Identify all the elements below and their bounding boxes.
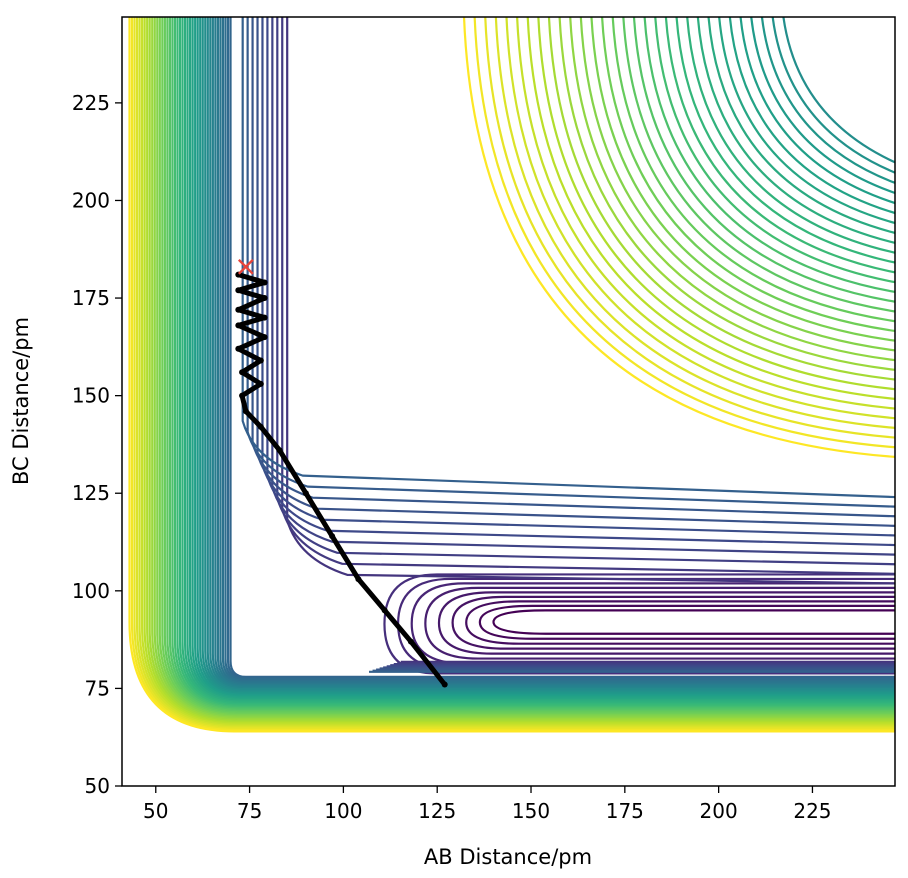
x-tick-label: 75 bbox=[237, 799, 262, 823]
x-tick-label: 100 bbox=[324, 799, 362, 823]
y-tick-label: 75 bbox=[85, 676, 110, 700]
contour-line bbox=[141, 17, 895, 726]
contour-line bbox=[128, 17, 895, 733]
trajectory-point bbox=[257, 423, 264, 430]
x-tick-label: 175 bbox=[606, 799, 644, 823]
trajectory-point bbox=[276, 447, 283, 454]
contour-line bbox=[148, 17, 895, 722]
start-marker bbox=[237, 258, 254, 275]
trajectory-point bbox=[257, 380, 264, 387]
trajectory-point bbox=[235, 287, 242, 294]
y-axis-label: BC Distance/pm bbox=[9, 317, 33, 485]
contour-line bbox=[204, 17, 895, 692]
trajectory-point bbox=[261, 334, 268, 341]
trajectory-line bbox=[235, 271, 448, 688]
contour-line bbox=[166, 17, 895, 713]
contour-line bbox=[206, 17, 895, 691]
contour-line bbox=[156, 17, 895, 718]
plot-frame bbox=[121, 16, 896, 787]
contour-line bbox=[133, 17, 895, 730]
contour-line bbox=[196, 17, 895, 696]
contour-line bbox=[465, 600, 895, 645]
contour-line bbox=[201, 17, 895, 693]
trajectory-point bbox=[261, 295, 268, 302]
contour-line bbox=[138, 17, 895, 728]
contour-line bbox=[130, 17, 895, 732]
trajectory-point bbox=[239, 369, 246, 376]
contour-line bbox=[181, 17, 895, 704]
y-tick-label: 100 bbox=[72, 579, 110, 603]
y-tick-label: 175 bbox=[72, 286, 110, 310]
trajectory-point bbox=[235, 345, 242, 352]
contour-line bbox=[224, 17, 895, 681]
contour-line bbox=[163, 17, 895, 714]
contour-line bbox=[437, 591, 895, 655]
contour-line bbox=[183, 17, 895, 703]
contour-line bbox=[492, 609, 895, 635]
trajectory-point bbox=[355, 576, 362, 583]
x-tick-label: 225 bbox=[793, 799, 831, 823]
y-tick-label: 50 bbox=[85, 774, 110, 798]
contour-line bbox=[229, 17, 895, 678]
trajectory-point bbox=[235, 306, 242, 313]
contour-line bbox=[214, 17, 895, 687]
contour-line bbox=[176, 17, 895, 707]
contour-line bbox=[173, 17, 895, 708]
trajectory-point bbox=[407, 638, 414, 645]
trajectory-point bbox=[239, 392, 246, 399]
x-tick-label: 50 bbox=[143, 799, 168, 823]
contour-line bbox=[168, 17, 895, 711]
trajectory-point bbox=[261, 314, 268, 321]
contour-line bbox=[451, 595, 895, 650]
contour-line bbox=[191, 17, 895, 699]
contour-line bbox=[153, 17, 895, 719]
trajectory-point bbox=[302, 490, 309, 497]
start-marker-stroke bbox=[237, 258, 254, 275]
trajectory-point bbox=[381, 607, 388, 614]
contour-line bbox=[199, 17, 895, 695]
y-tick-label: 150 bbox=[72, 384, 110, 408]
contour-line bbox=[209, 17, 895, 689]
y-tick-label: 225 bbox=[72, 91, 110, 115]
contour-line bbox=[171, 17, 895, 710]
contour-line bbox=[221, 17, 895, 683]
y-tick-label: 200 bbox=[72, 188, 110, 212]
trajectory-point bbox=[235, 322, 242, 329]
trajectory-point bbox=[329, 533, 336, 540]
contour-line bbox=[424, 586, 895, 660]
contour-line bbox=[143, 17, 895, 725]
contour-line bbox=[135, 17, 895, 729]
y-axis: 50 75 100 125 150 175 200 225 bbox=[72, 91, 122, 798]
contour-line bbox=[241, 17, 895, 673]
contour-line bbox=[186, 17, 895, 702]
x-tick-label: 125 bbox=[418, 799, 456, 823]
contour-line bbox=[189, 17, 895, 700]
x-tick-label: 200 bbox=[700, 799, 738, 823]
trajectory-point bbox=[261, 279, 268, 286]
trajectory-point bbox=[242, 408, 249, 415]
contour-line bbox=[161, 17, 895, 715]
contour-line bbox=[219, 17, 895, 684]
contour-line bbox=[211, 17, 895, 688]
trajectory-path bbox=[235, 272, 448, 688]
trajectory-point bbox=[257, 357, 264, 364]
contour-line bbox=[151, 17, 895, 721]
contour-line bbox=[194, 17, 895, 698]
x-axis-label: AB Distance/pm bbox=[424, 845, 592, 869]
x-tick-label: 150 bbox=[512, 799, 550, 823]
contour-line bbox=[216, 17, 895, 685]
trajectory-point bbox=[441, 681, 448, 688]
x-axis: 50 75 100 125 150 175 200 225 bbox=[143, 786, 832, 823]
contour-line bbox=[158, 17, 895, 717]
contour-line bbox=[146, 17, 895, 723]
y-tick-label: 125 bbox=[72, 481, 110, 505]
contour-line bbox=[478, 604, 895, 640]
contour-line bbox=[178, 17, 895, 706]
contour-line bbox=[226, 17, 895, 680]
